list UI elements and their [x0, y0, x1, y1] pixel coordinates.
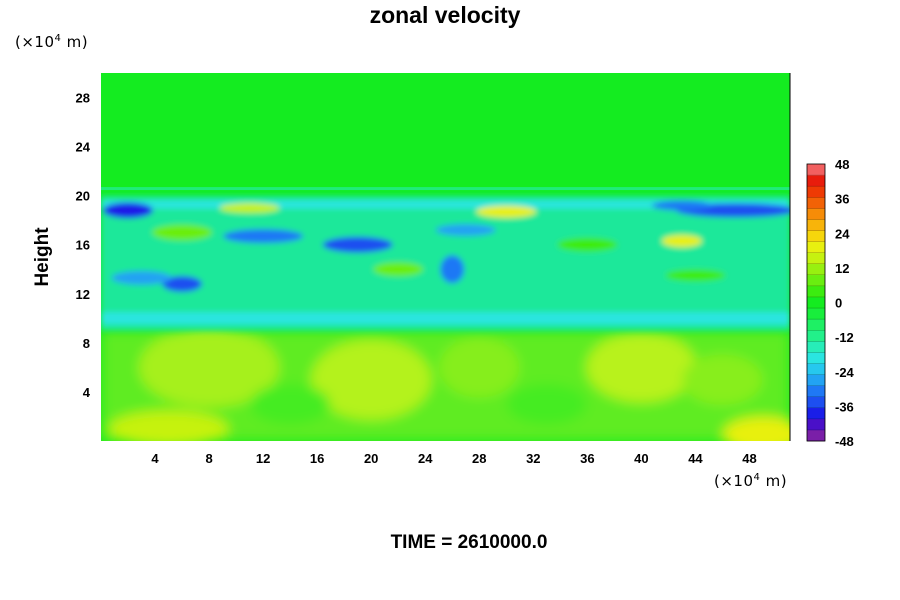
- colorbar-swatch: [807, 363, 825, 375]
- x-axis-unit: (×104 m): [714, 472, 788, 490]
- y-tick-label: 20: [76, 189, 90, 204]
- x-tick-label: 28: [472, 451, 486, 466]
- field-patch: [373, 262, 424, 277]
- field-patch: [139, 327, 280, 408]
- field-patch: [651, 200, 712, 211]
- colorbar-swatch: [807, 296, 825, 309]
- field-patch: [219, 202, 280, 213]
- field-patch: [586, 332, 697, 403]
- field-patch: [223, 229, 304, 244]
- field-patch: [108, 410, 229, 441]
- x-tick-label: 12: [256, 451, 270, 466]
- field-patch: [101, 187, 790, 191]
- field-patch: [250, 384, 331, 425]
- x-tick-label: 32: [526, 451, 540, 466]
- colorbar-swatch: [807, 164, 825, 176]
- chart-title: zonal velocity: [369, 2, 521, 28]
- y-tick-label: 28: [76, 91, 90, 106]
- field-patch: [152, 224, 213, 241]
- colorbar-tick-label: -24: [835, 365, 855, 380]
- colorbar-tick-label: 36: [835, 192, 849, 207]
- colorbar-swatch: [807, 219, 825, 231]
- y-axis-unit: (×104 m): [15, 33, 89, 51]
- colorbar-swatch: [807, 186, 825, 198]
- field-patch: [661, 235, 702, 248]
- x-tick-label: 4: [151, 451, 159, 466]
- field-patch: [476, 205, 537, 218]
- colorbar-swatch: [807, 396, 825, 409]
- colorbar-swatch: [807, 429, 825, 442]
- colorbar-swatch: [807, 274, 825, 287]
- x-tick-label: 48: [742, 451, 756, 466]
- colorbar-frame: [806, 163, 826, 442]
- field-patch: [440, 255, 465, 284]
- colorbar-swatch: [807, 241, 825, 253]
- x-tick-label: 16: [310, 451, 324, 466]
- time-label: TIME = 2610000.0: [390, 532, 548, 553]
- field-patch: [162, 275, 203, 292]
- colorbar-tick-label: 48: [835, 157, 849, 172]
- colorbar-swatch: [807, 319, 825, 331]
- field-patch: [557, 237, 618, 252]
- y-tick-label: 12: [76, 287, 90, 302]
- colorbar-swatch: [807, 407, 825, 420]
- colorbar-tick-label: 0: [835, 296, 842, 311]
- colorbar-tick-label: -48: [835, 434, 854, 449]
- field-patch: [322, 236, 393, 253]
- x-tick-label: 20: [364, 451, 378, 466]
- colorbar-swatch: [807, 252, 825, 265]
- y-tick-label: 16: [76, 238, 90, 253]
- y-tick-label: 8: [83, 336, 90, 351]
- y-tick-label: 4: [83, 385, 91, 400]
- colorbar-tick-label: 12: [835, 261, 849, 276]
- field-patch: [665, 269, 726, 282]
- field-patch: [439, 337, 520, 398]
- colorbar-swatch: [807, 352, 825, 364]
- colorbar-tick-label: -12: [835, 330, 854, 345]
- field-patch: [103, 202, 154, 219]
- field-mid-layer: [101, 195, 790, 331]
- colorbar-swatch: [807, 418, 825, 431]
- colorbar-swatch: [807, 197, 825, 209]
- velocity-field: [101, 73, 790, 441]
- x-tick-label: 8: [205, 451, 212, 466]
- colorbar-swatch: [807, 175, 825, 187]
- colorbar-swatch: [807, 374, 825, 386]
- colorbar-swatch: [807, 308, 825, 320]
- colorbar-swatch: [807, 385, 825, 397]
- field-patch: [435, 224, 496, 237]
- colorbar-tick-label: 24: [835, 226, 850, 241]
- colorbar-swatch: [807, 285, 825, 298]
- field-patch: [111, 270, 172, 285]
- x-tick-label: 36: [580, 451, 594, 466]
- colorbar-swatch: [807, 263, 825, 276]
- x-axis: 4 8 12 16 20 24 28 32 36 40 44 48: [151, 451, 756, 466]
- colorbar-tick-label: -36: [835, 399, 854, 414]
- field-patch: [682, 354, 763, 405]
- colorbar-swatch: [807, 230, 825, 242]
- y-axis: 4 8 12 16 20 24 28: [76, 91, 91, 400]
- field-patch: [311, 339, 432, 420]
- colorbar-swatch: [807, 330, 825, 342]
- field-patch: [722, 416, 790, 441]
- field-patch: [101, 312, 790, 325]
- field-patch: [506, 384, 587, 425]
- colorbar-swatch: [807, 341, 825, 353]
- x-tick-label: 40: [634, 451, 648, 466]
- x-tick-label: 24: [418, 451, 433, 466]
- x-tick-label: 44: [688, 451, 703, 466]
- colorbar: 48 36 24 12 0 -12 -24 -36 -48: [806, 157, 855, 449]
- y-tick-label: 24: [76, 140, 91, 155]
- field-lower-layer: [101, 327, 790, 441]
- field-patch: [101, 200, 790, 209]
- colorbar-swatch: [807, 208, 825, 220]
